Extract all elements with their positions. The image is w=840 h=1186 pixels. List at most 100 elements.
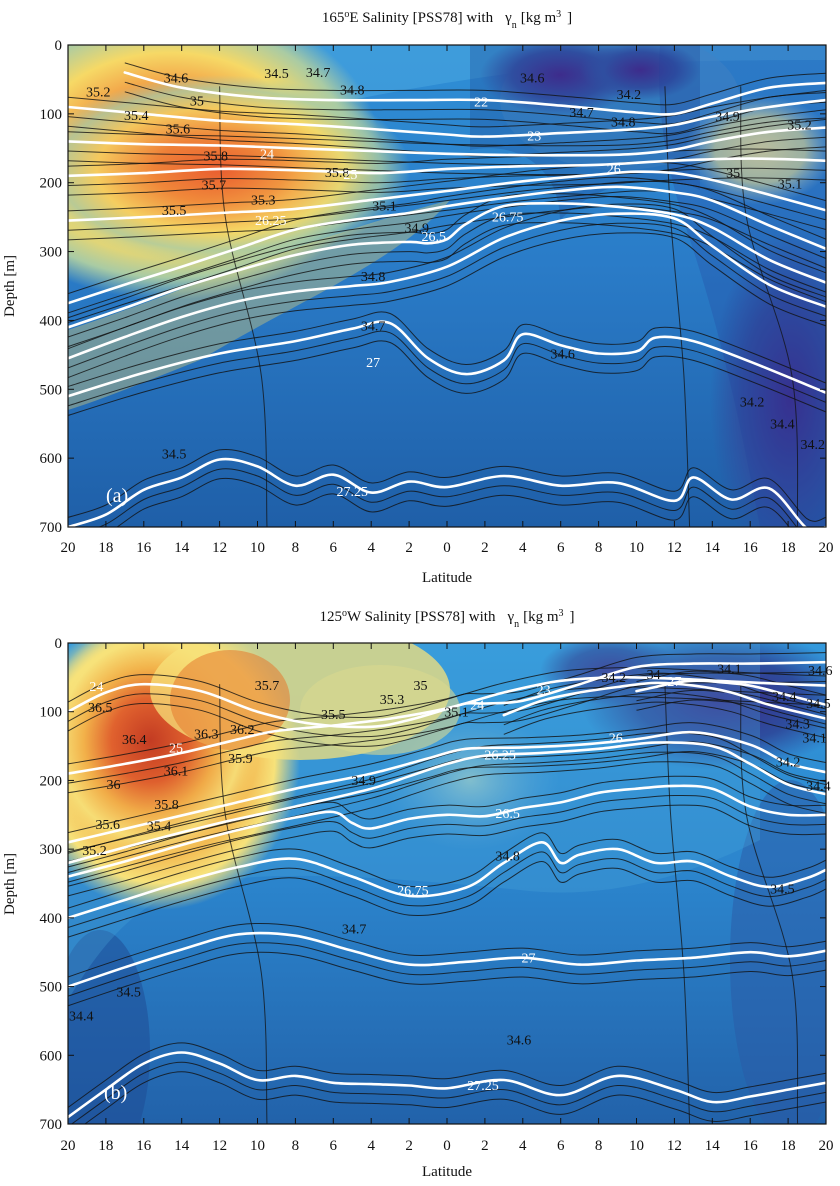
salinity-contour-label: 34.5: [116, 986, 141, 1001]
salinity-contour-label: 34.7: [361, 320, 386, 335]
y-tick-label: 300: [40, 842, 63, 858]
salinity-contour-line: [124, 81, 826, 125]
x-tick-label: 18: [781, 540, 796, 556]
salinity-contour-label: 35.7: [202, 178, 227, 193]
salinity-contour-line: [98, 468, 798, 527]
salinity-contour-line: [68, 176, 826, 295]
panel-a-density-lines: [68, 71, 826, 527]
salinity-contour-label: 34.8: [361, 270, 386, 285]
salinity-contour-line: [68, 118, 826, 157]
salinity-contour-label: 34.6: [507, 1034, 532, 1049]
salinity-contour-line: [68, 860, 826, 938]
density-label: 26.5: [421, 230, 446, 245]
salinity-contour-label: 34.6: [520, 72, 545, 87]
panel-a-salinity-contours: [68, 62, 826, 527]
x-tick-label: 6: [557, 1138, 565, 1154]
salinity-contour-label: 34.5: [806, 697, 831, 712]
x-tick-label: 16: [743, 1138, 759, 1154]
salinity-contour-label: 34.2: [617, 88, 642, 103]
salinity-contour-line: [68, 205, 826, 323]
x-tick-label: 18: [781, 1138, 796, 1154]
density-label: 26.25: [484, 749, 516, 764]
salinity-contour-line: [740, 86, 799, 527]
y-tick-label: 700: [40, 1117, 63, 1133]
salinity-contour-label: 35: [190, 94, 204, 109]
salinity-contour-line: [68, 761, 826, 883]
panel-a-letter: (a): [106, 485, 128, 507]
y-tick-label: 600: [40, 1048, 63, 1064]
salinity-contour-line: [68, 671, 826, 738]
density-label: 27.25: [337, 485, 369, 500]
salinity-contour-line: [68, 696, 826, 794]
density-line: [68, 730, 826, 844]
salinity-contour-label: 34.4: [806, 780, 831, 795]
x-tick-label: 4: [367, 540, 375, 556]
salinity-contour-label: 34.4: [770, 417, 795, 432]
salinity-contour-line: [68, 667, 826, 765]
x-tick-label: 8: [595, 540, 603, 556]
salinity-contour-label: 36.1: [164, 764, 189, 779]
salinity-contour-line: [68, 109, 826, 147]
salinity-contour-line: [68, 922, 826, 978]
x-tick-label: 20: [61, 540, 76, 556]
density-line: [68, 931, 826, 988]
salinity-contour-label: 34.2: [602, 671, 627, 686]
panel-b-y-ticks: 0 100 200 300 400 500 600 700: [40, 636, 826, 1133]
density-label: 22: [474, 96, 488, 111]
salinity-contour-line: [68, 222, 826, 369]
salinity-contour-label: 34.2: [740, 395, 765, 410]
salinity-contour-label: 36.5: [88, 701, 113, 716]
salinity-contour-line: [636, 699, 826, 725]
salinity-contour-label: 35.3: [251, 194, 276, 209]
x-tick-label: 16: [136, 1138, 152, 1154]
x-tick-label: 20: [819, 1138, 834, 1154]
x-tick-label: 0: [443, 1138, 451, 1154]
density-label: 26: [609, 731, 623, 746]
panel-a: 165oE Salinity [PSS78] with γn [kg m3] 35.…: [2, 9, 834, 587]
salinity-contour-line: [68, 148, 826, 167]
density-line: [68, 320, 826, 398]
density-label: 24: [89, 680, 103, 695]
x-tick-label: 16: [136, 540, 152, 556]
panel-a-title: 165oE Salinity [PSS78] with γn [kg m3]: [322, 9, 572, 31]
salinity-contour-line: [68, 311, 826, 387]
x-tick-label: 14: [705, 540, 721, 556]
x-tick-label: 12: [667, 540, 682, 556]
density-label: 23: [527, 130, 541, 145]
x-tick-label: 18: [98, 540, 113, 556]
panel-b-x-label: Latitude: [422, 1164, 472, 1180]
x-tick-label: 20: [61, 1138, 76, 1154]
salinity-contour-label: 34.3: [785, 718, 810, 733]
density-line: [68, 185, 826, 305]
salinity-contour-line: [68, 652, 826, 718]
salinity-contour-label: 35.9: [228, 752, 253, 767]
x-tick-label: 4: [519, 540, 527, 556]
salinity-contour-line: [124, 62, 826, 106]
density-label: 27: [522, 951, 536, 966]
x-tick-label: 0: [443, 540, 451, 556]
panel-b-x-ticks: 20 18 16 14 12 10 8 6 4 2 0 2 4 6 8 10 12 14 16 18 20: [61, 643, 834, 1154]
salinity-contour-line: [68, 448, 826, 522]
salinity-contour-label: 35.1: [372, 200, 397, 215]
x-tick-label: 8: [292, 1138, 300, 1154]
salinity-contour-label: 34.5: [264, 67, 289, 82]
salinity-contour-line: [68, 177, 826, 196]
x-tick-label: 2: [405, 540, 413, 556]
salinity-contour-line: [68, 203, 826, 350]
density-label: 26.25: [255, 214, 287, 229]
density-line: [68, 457, 826, 527]
x-tick-label: 4: [519, 1138, 527, 1154]
density-label: 27: [667, 675, 681, 690]
salinity-contour-label: 35.1: [778, 178, 803, 193]
salinity-contour-label: 36.4: [122, 733, 147, 748]
density-label: 24: [470, 698, 484, 713]
x-tick-label: 10: [250, 1138, 265, 1154]
panel-a-y-ticks: 0 100 200 300 400 500 600 700: [40, 38, 826, 536]
salinity-contour-line: [68, 775, 826, 868]
salinity-contour-label: 34: [647, 668, 661, 683]
panel-b-density-lines: [68, 660, 826, 1119]
salinity-contour-line: [124, 91, 826, 135]
salinity-contour-label: 35.8: [204, 149, 229, 164]
